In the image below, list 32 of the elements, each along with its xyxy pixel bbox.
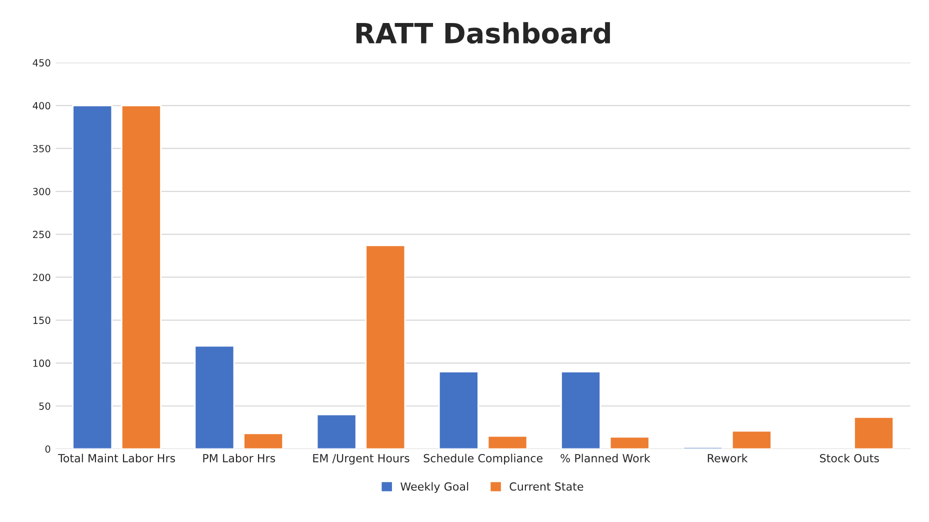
- y-tick-label: 200: [33, 274, 50, 282]
- bar: [194, 345, 235, 449]
- y-tick-label: 100: [33, 360, 50, 367]
- y-tick-label: 250: [33, 230, 50, 238]
- x-tick-label: Total Maint Labor Hrs: [58, 454, 176, 462]
- chart-title: RATT Dashboard: [356, 22, 610, 44]
- y-tick-label: 0: [45, 445, 50, 453]
- y-tick-label: 450: [32, 59, 50, 66]
- y-tick-label: 300: [33, 188, 50, 196]
- y-tick-label: 400: [32, 102, 50, 110]
- x-tick-label: Rework: [708, 454, 748, 462]
- bar: [487, 435, 528, 449]
- bar: [438, 370, 479, 449]
- bar: [731, 430, 772, 449]
- x-tick-label: EM /Urgent Hours: [313, 454, 410, 465]
- bar: [560, 370, 601, 449]
- x-tick-label: Schedule Compliance: [424, 454, 542, 465]
- y-tick-label: 150: [33, 316, 50, 324]
- bar: [120, 104, 162, 449]
- bar: [243, 432, 284, 449]
- legend-label: Current State: [510, 482, 584, 491]
- bar: [609, 436, 650, 449]
- x-tick-label: Stock Outs: [820, 454, 879, 462]
- bar: [72, 104, 113, 449]
- bar: [365, 244, 406, 449]
- x-tick-label: PM Labor Hrs: [203, 454, 276, 462]
- bar: [854, 416, 894, 449]
- y-tick-label: 50: [39, 402, 50, 410]
- bar: [316, 414, 357, 449]
- legend-label: Weekly Goal: [400, 482, 468, 493]
- x-tick-label: % Planned Work: [560, 454, 650, 462]
- y-tick-label: 350: [33, 144, 50, 152]
